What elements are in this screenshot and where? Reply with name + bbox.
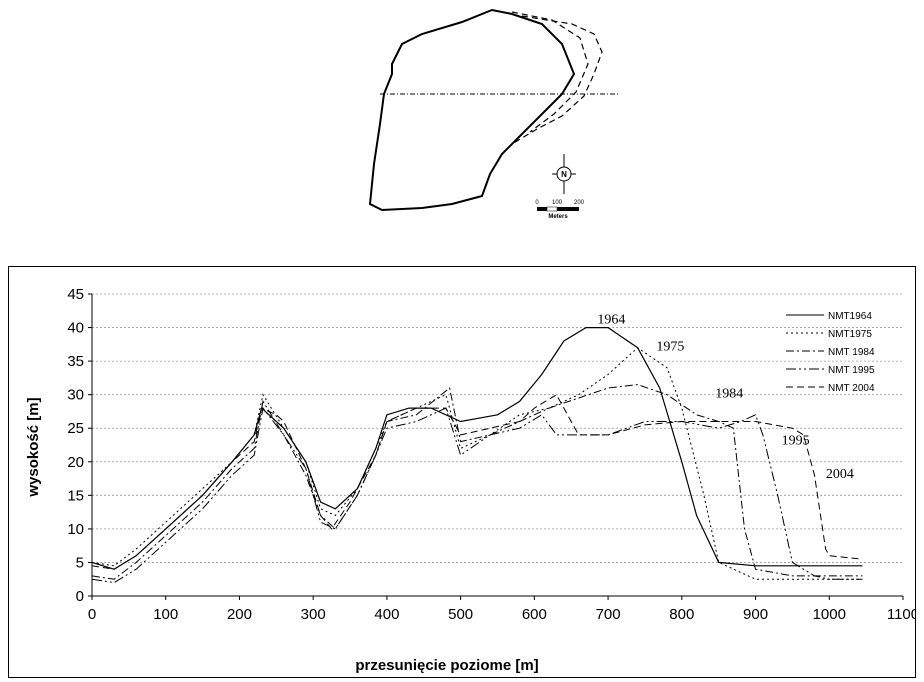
y-tick-label: 15 <box>67 487 84 504</box>
series-line-1995 <box>91 406 863 584</box>
north-arrow-icon: N <box>552 154 576 194</box>
x-tick-label: 500 <box>448 606 473 623</box>
x-tick-label: 600 <box>522 606 547 623</box>
x-tick-label: 300 <box>301 606 326 623</box>
series-label-1975: 1975 <box>656 339 684 354</box>
y-tick-label: 30 <box>67 387 84 404</box>
series-line-1984 <box>91 384 863 580</box>
series-line-2004 <box>91 394 863 570</box>
series-line-1964 <box>91 327 863 570</box>
legend: NMT1964 NMT1975 NMT 1984 NMT 1995 NMT 2004 <box>786 311 875 394</box>
y-tick-label: 5 <box>76 554 84 571</box>
x-tick-label: 700 <box>596 606 621 623</box>
x-axis-label: przesunięcie poziome [m] <box>355 657 538 674</box>
y-tick-label: 0 <box>76 588 84 605</box>
y-tick-label: 40 <box>67 320 84 337</box>
lake-outline-shift-2 <box>511 11 589 133</box>
series-label-1964: 1964 <box>597 313 625 328</box>
x-tick-label: 900 <box>743 606 768 623</box>
legend-label-1995: NMT 1995 <box>828 365 875 376</box>
scale-unit: Meters <box>548 214 568 220</box>
chart-frame <box>8 266 916 678</box>
lake-outline-map: N 0 100 200 Meters <box>368 8 620 220</box>
scale-label-0: 0 <box>535 200 539 206</box>
x-tick-label: 1000 <box>813 606 846 623</box>
x-tick-label: 100 <box>153 606 178 623</box>
scale-label-100: 100 <box>552 200 563 206</box>
series-line-1975 <box>91 347 863 580</box>
x-tick-label: 200 <box>227 606 252 623</box>
y-axis-label: wysokość [m] <box>25 397 42 497</box>
legend-label-1964: NMT1964 <box>828 311 872 322</box>
north-label: N <box>561 170 567 179</box>
legend-label-1984: NMT 1984 <box>828 347 875 358</box>
y-tick-label: 45 <box>67 286 84 303</box>
elevation-profile-chart: 0 5 10 15 20 25 30 35 40 45 0 100 200 300 400 500 600 700… <box>25 286 916 674</box>
x-tick-label: 400 <box>374 606 399 623</box>
lake-outline-main <box>368 8 576 212</box>
x-tick-label: 1100 <box>887 606 916 623</box>
y-tick-label: 20 <box>67 454 84 471</box>
y-tick-label: 35 <box>67 353 84 370</box>
legend-label-1975: NMT1975 <box>828 329 872 340</box>
y-tick-label: 25 <box>67 420 84 437</box>
x-tick-label: 0 <box>88 606 96 623</box>
x-tick-label: 800 <box>669 606 694 623</box>
scale-label-200: 200 <box>574 200 585 206</box>
series-label-1995: 1995 <box>782 433 810 448</box>
legend-label-2004: NMT 2004 <box>828 383 875 394</box>
scale-bar: 0 100 200 Meters <box>535 200 584 220</box>
y-tick-label: 10 <box>67 521 84 538</box>
series-label-1984: 1984 <box>715 386 743 401</box>
series-label-2004: 2004 <box>826 467 854 482</box>
lake-outline-shift-1 <box>511 15 603 145</box>
